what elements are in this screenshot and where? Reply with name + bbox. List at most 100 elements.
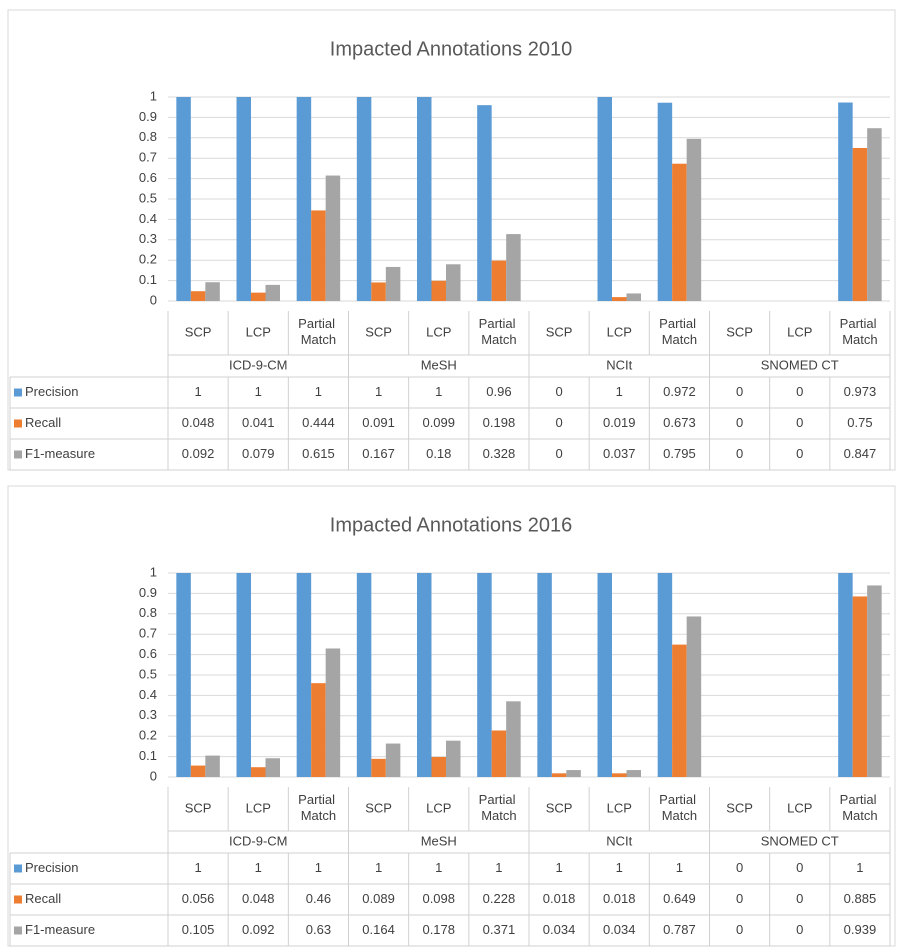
table-cell: 1 [375, 860, 382, 875]
bar [506, 701, 521, 777]
legend-swatch [14, 864, 22, 873]
table-cell: 0.092 [242, 922, 275, 937]
table-cell: 0 [736, 446, 743, 461]
bar [251, 767, 266, 777]
table-cell: 0.972 [663, 384, 696, 399]
legend-label: Precision [25, 860, 78, 875]
x-tick-label: Partial Match [479, 792, 519, 823]
bar [296, 97, 312, 301]
bar [205, 755, 220, 777]
table-cell: 1 [676, 860, 683, 875]
table-cell: 0.167 [362, 446, 395, 461]
x-tick-label: LCP [426, 800, 451, 815]
y-tick-label: 0.4 [139, 687, 157, 702]
table-cell: 0 [796, 860, 803, 875]
bar [506, 234, 521, 301]
bar [205, 282, 220, 301]
table-cell: 1 [375, 384, 382, 399]
x-tick-label: Partial Match [659, 316, 699, 347]
x-tick-label-line: Match [842, 808, 877, 823]
table-cell: 0 [796, 446, 803, 461]
table-cell: 0.649 [663, 891, 696, 906]
table-cell: 0.091 [362, 415, 395, 430]
bar [356, 97, 372, 301]
bar [867, 585, 882, 777]
bar [417, 97, 432, 301]
table-cell: 1 [194, 860, 201, 875]
x-tick-label-line: Partial [298, 316, 338, 331]
bar [371, 282, 386, 301]
table-cell: 0.034 [543, 922, 576, 937]
y-tick-label: 0.9 [139, 585, 157, 600]
x-tick-label: Partial Match [840, 792, 880, 823]
x-tick-label-line: Match [481, 332, 516, 347]
table-cell: 0.444 [302, 415, 335, 430]
x-tick-label: SCP [185, 324, 212, 339]
x-tick-label: Partial Match [298, 792, 338, 823]
legend-swatch [14, 388, 22, 397]
x-tick-label-line: Match [301, 808, 336, 823]
x-tick-label-line: Partial [840, 792, 880, 807]
x-tick-label-line: Match [842, 332, 877, 347]
table-cell: 1 [616, 860, 623, 875]
x-tick-label: SCP [546, 324, 573, 339]
bar [491, 260, 507, 301]
x-tick-label-line: Partial [479, 792, 519, 807]
y-tick-label: 0.1 [139, 748, 157, 763]
x-tick-label: LCP [246, 324, 271, 339]
legend-swatch [14, 926, 22, 935]
table-cell: 0 [796, 891, 803, 906]
table-cell: 0 [796, 922, 803, 937]
x-tick-label-line: Partial [659, 316, 699, 331]
group-label: MeSH [421, 357, 457, 372]
y-tick-label: 0.8 [139, 129, 157, 144]
group-label: MeSH [421, 833, 457, 848]
table-cell: 1 [194, 384, 201, 399]
y-tick-label: 0.2 [139, 252, 157, 267]
y-tick-label: 0.2 [139, 728, 157, 743]
x-tick-label: LCP [426, 324, 451, 339]
bar [417, 573, 432, 777]
bar [311, 683, 326, 777]
table-cell: 0.885 [844, 891, 877, 906]
bar [852, 148, 868, 301]
table-cell: 0.18 [426, 446, 451, 461]
bar [325, 175, 341, 301]
bar [597, 573, 612, 777]
bar [626, 770, 641, 777]
bar [657, 102, 673, 301]
table-cell: 1 [495, 860, 502, 875]
bar [477, 105, 492, 301]
x-tick-label-line: Partial [479, 316, 519, 331]
x-tick-label: SCP [365, 800, 392, 815]
bar [672, 644, 687, 777]
table-cell: 1 [315, 860, 322, 875]
table-cell: 0 [736, 860, 743, 875]
bar [566, 770, 581, 777]
table-cell: 0.795 [663, 446, 696, 461]
table-cell: 0.048 [242, 891, 275, 906]
x-tick-label-line: Partial [659, 792, 699, 807]
x-tick-label: LCP [787, 324, 812, 339]
legend-label: Precision [25, 384, 78, 399]
bar [356, 573, 372, 777]
x-tick-label: SCP [726, 324, 753, 339]
x-tick-label-line: Partial [298, 792, 338, 807]
table-cell: 1 [435, 384, 442, 399]
y-tick-label: 0.6 [139, 646, 157, 661]
table-cell: 0 [736, 384, 743, 399]
y-tick-label: 1 [150, 564, 157, 579]
y-tick-label: 0.5 [139, 190, 157, 205]
bar [657, 573, 673, 777]
legend-label: Recall [25, 891, 61, 906]
table-cell: 1 [435, 860, 442, 875]
table-cell: 0.615 [302, 446, 335, 461]
table-cell: 0 [555, 446, 562, 461]
table-cell: 0 [796, 415, 803, 430]
table-cell: 0.371 [483, 922, 516, 937]
bar [190, 765, 206, 777]
group-label: ICD-9-CM [229, 833, 288, 848]
x-tick-label: LCP [787, 800, 812, 815]
bar [537, 573, 552, 777]
y-tick-label: 0 [150, 768, 157, 783]
